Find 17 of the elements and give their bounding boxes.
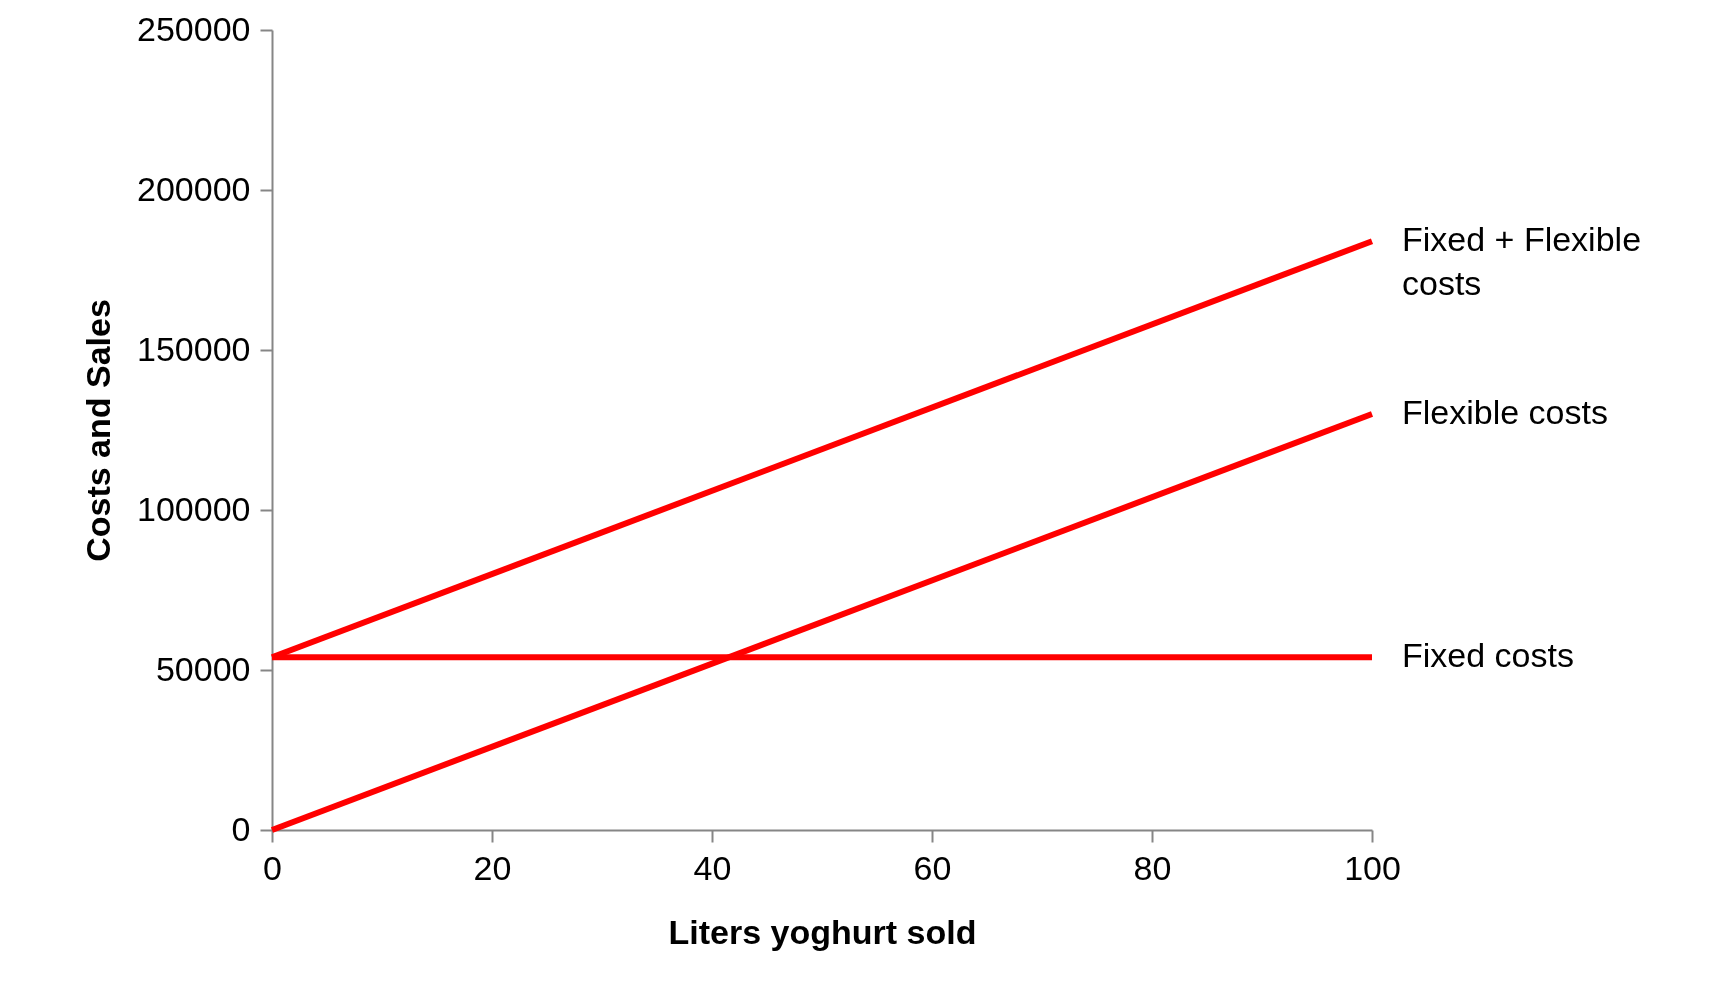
y-tick-label: 0	[231, 809, 251, 848]
y-tick-label: 200000	[137, 169, 251, 208]
series-label: Fixed costs	[1402, 636, 1574, 675]
y-tick-label: 250000	[137, 9, 251, 48]
x-tick-label: 40	[693, 848, 732, 887]
series-label: Flexible costs	[1402, 393, 1608, 431]
x-tick-label: 60	[913, 848, 952, 887]
x-axis-title: Liters yoghurt sold	[668, 912, 977, 951]
y-tick-label: 150000	[137, 329, 251, 368]
y-tick-label: 100000	[137, 489, 251, 528]
series-label: Fixed + Flexible costs	[1402, 220, 1642, 303]
x-tick-label: 100	[1344, 848, 1401, 887]
x-tick-label: 0	[263, 848, 282, 887]
x-tick-label: 80	[1133, 848, 1172, 887]
y-tick-label: 50000	[155, 649, 251, 688]
y-axis-title: Costs and Sales	[79, 299, 118, 562]
x-tick-label: 20	[473, 848, 512, 887]
